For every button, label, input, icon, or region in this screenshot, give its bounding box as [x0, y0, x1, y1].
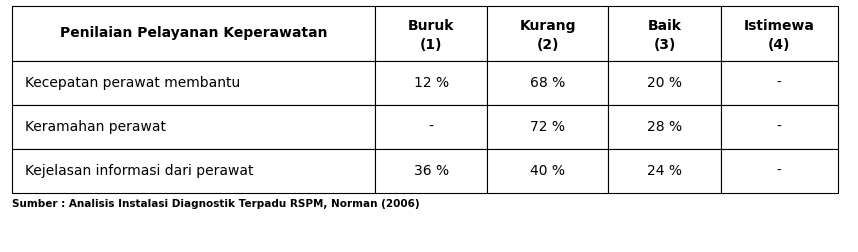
Text: 40 %: 40 % — [530, 164, 565, 178]
Bar — [608, 6, 721, 61]
Text: Keramahan perawat: Keramahan perawat — [25, 120, 166, 134]
Text: -: - — [776, 164, 782, 178]
Text: Kurang: Kurang — [520, 19, 576, 33]
Bar — [721, 149, 837, 193]
Bar — [12, 149, 375, 193]
Text: Penilaian Pelayanan Keperawatan: Penilaian Pelayanan Keperawatan — [60, 26, 327, 41]
Bar — [608, 149, 721, 193]
Bar — [608, 105, 721, 149]
Text: 28 %: 28 % — [647, 120, 682, 134]
Text: Kecepatan perawat membantu: Kecepatan perawat membantu — [25, 76, 240, 90]
Text: (4): (4) — [768, 38, 790, 51]
Text: -: - — [776, 76, 782, 90]
Bar — [375, 105, 487, 149]
Bar — [375, 149, 487, 193]
Bar — [721, 61, 837, 105]
Text: Istimewa: Istimewa — [744, 19, 815, 33]
Bar — [12, 105, 375, 149]
Bar — [608, 61, 721, 105]
Text: 72 %: 72 % — [530, 120, 565, 134]
Text: 20 %: 20 % — [647, 76, 682, 90]
Bar — [12, 6, 375, 61]
Text: 36 %: 36 % — [414, 164, 449, 178]
Text: -: - — [776, 120, 782, 134]
Bar — [487, 149, 608, 193]
Bar — [12, 61, 375, 105]
Text: Baik: Baik — [648, 19, 681, 33]
Text: 24 %: 24 % — [647, 164, 682, 178]
Text: Sumber : Analisis Instalasi Diagnostik Terpadu RSPM, Norman (2006): Sumber : Analisis Instalasi Diagnostik T… — [12, 199, 420, 209]
Bar — [721, 6, 837, 61]
Text: (2): (2) — [536, 38, 559, 51]
Bar — [375, 6, 487, 61]
Bar — [487, 105, 608, 149]
Bar — [487, 6, 608, 61]
Text: (3): (3) — [654, 38, 676, 51]
Text: 12 %: 12 % — [414, 76, 449, 90]
Text: (1): (1) — [420, 38, 443, 51]
Bar — [375, 61, 487, 105]
Bar — [487, 61, 608, 105]
Bar — [721, 105, 837, 149]
Text: Buruk: Buruk — [408, 19, 454, 33]
Text: -: - — [429, 120, 433, 134]
Text: Kejelasan informasi dari perawat: Kejelasan informasi dari perawat — [25, 164, 253, 178]
Text: 68 %: 68 % — [530, 76, 565, 90]
